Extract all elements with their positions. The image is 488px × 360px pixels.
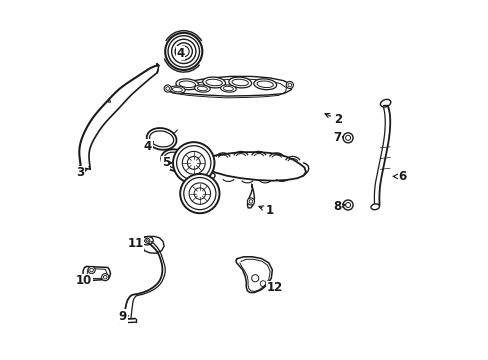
Polygon shape bbox=[190, 152, 305, 181]
Text: 3: 3 bbox=[76, 166, 87, 179]
Ellipse shape bbox=[253, 79, 276, 90]
Ellipse shape bbox=[176, 79, 198, 90]
Polygon shape bbox=[83, 266, 110, 281]
Text: 1: 1 bbox=[259, 204, 273, 217]
Polygon shape bbox=[141, 237, 153, 245]
Text: 4: 4 bbox=[176, 47, 184, 60]
Polygon shape bbox=[179, 171, 215, 180]
Text: 10: 10 bbox=[76, 274, 92, 287]
Ellipse shape bbox=[164, 85, 171, 92]
Ellipse shape bbox=[194, 85, 210, 92]
Ellipse shape bbox=[247, 198, 254, 205]
Polygon shape bbox=[142, 237, 164, 253]
Ellipse shape bbox=[251, 275, 258, 282]
Ellipse shape bbox=[343, 200, 352, 210]
Ellipse shape bbox=[370, 204, 379, 210]
Polygon shape bbox=[186, 159, 195, 170]
Text: 8: 8 bbox=[332, 200, 345, 213]
Ellipse shape bbox=[161, 149, 190, 171]
Text: 6: 6 bbox=[392, 170, 406, 183]
Ellipse shape bbox=[228, 77, 251, 88]
Ellipse shape bbox=[173, 142, 214, 184]
Polygon shape bbox=[247, 184, 254, 208]
Text: 12: 12 bbox=[266, 282, 283, 294]
Ellipse shape bbox=[144, 238, 149, 243]
Ellipse shape bbox=[102, 274, 108, 281]
Ellipse shape bbox=[285, 81, 293, 89]
Ellipse shape bbox=[146, 128, 176, 150]
Text: 11: 11 bbox=[127, 237, 143, 250]
Text: 9: 9 bbox=[119, 310, 128, 323]
Polygon shape bbox=[235, 257, 272, 293]
Ellipse shape bbox=[203, 77, 225, 88]
Text: 5: 5 bbox=[162, 156, 171, 169]
Text: 2: 2 bbox=[325, 113, 341, 126]
Ellipse shape bbox=[380, 99, 390, 107]
Ellipse shape bbox=[220, 85, 236, 92]
Ellipse shape bbox=[169, 86, 185, 93]
Text: 4: 4 bbox=[143, 140, 153, 153]
Ellipse shape bbox=[88, 266, 95, 274]
Ellipse shape bbox=[180, 174, 219, 213]
Ellipse shape bbox=[343, 133, 352, 143]
Text: 7: 7 bbox=[332, 131, 343, 144]
Ellipse shape bbox=[165, 33, 202, 70]
